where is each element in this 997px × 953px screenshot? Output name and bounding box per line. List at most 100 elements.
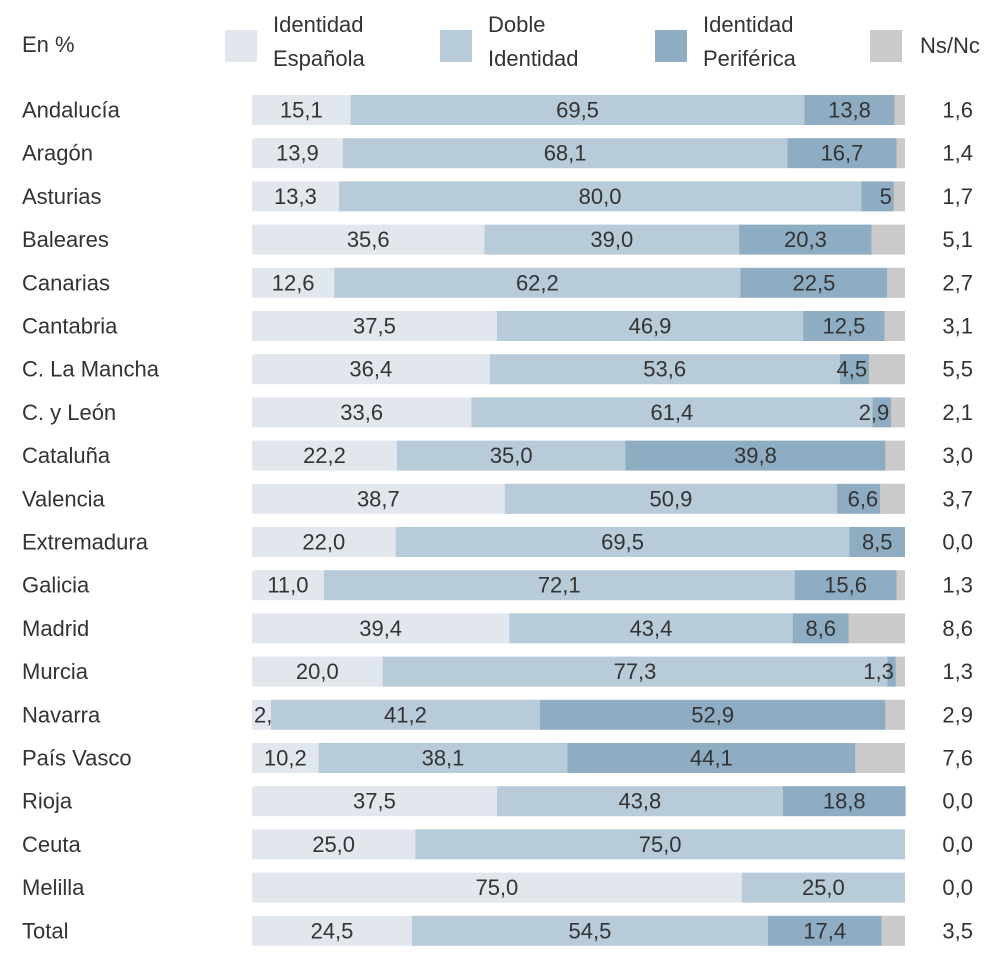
data-label-identidad-periferica-cantabria: 12,5 bbox=[823, 314, 866, 339]
data-label-ns-nc-extremadura: 0,0 bbox=[942, 530, 973, 555]
bar-identidad-espanola-melilla bbox=[252, 872, 742, 903]
bar-identidad-periferica-total bbox=[767, 915, 882, 946]
data-label-identidad-periferica-c-la-mancha: 4,5 bbox=[836, 357, 867, 382]
bar-identidad-espanola-valencia bbox=[252, 483, 505, 514]
bar-ns-nc-baleares bbox=[871, 224, 905, 255]
bar-doble-identidad-canarias bbox=[334, 267, 741, 298]
data-label-doble-identidad-asturias: 80,0 bbox=[579, 184, 622, 209]
data-label-ns-nc-canarias: 2,7 bbox=[942, 270, 973, 295]
bar-identidad-espanola-total bbox=[252, 915, 412, 946]
data-label-identidad-espanola-canarias: 12,6 bbox=[272, 270, 315, 295]
bar-identidad-periferica-c-la-mancha bbox=[839, 354, 870, 385]
data-label-identidad-periferica-cataluna: 39,8 bbox=[734, 443, 777, 468]
category-label-c-la-mancha: C. La Mancha bbox=[22, 357, 160, 382]
bar-identidad-espanola-galicia bbox=[252, 570, 324, 601]
bar-identidad-periferica-pais-vasco bbox=[567, 743, 856, 773]
data-label-ns-nc-murcia: 1,3 bbox=[942, 659, 973, 684]
data-label-doble-identidad-melilla: 25,0 bbox=[802, 875, 845, 900]
category-label-melilla: Melilla bbox=[22, 875, 85, 900]
category-label-aragon: Aragón bbox=[22, 141, 93, 166]
bar-identidad-periferica-andalucia bbox=[804, 95, 895, 125]
bar-doble-identidad-valencia bbox=[504, 483, 838, 514]
data-label-identidad-espanola-cataluna: 22,2 bbox=[303, 443, 346, 468]
bar-identidad-periferica-cataluna bbox=[625, 440, 886, 471]
legend-label-line1: Identidad bbox=[703, 12, 794, 37]
data-label-ns-nc-rioja: 0,0 bbox=[942, 789, 973, 814]
data-label-identidad-espanola-cantabria: 37,5 bbox=[353, 314, 396, 339]
data-label-ns-nc-cantabria: 3,1 bbox=[942, 314, 973, 339]
data-label-ns-nc-baleares: 5,1 bbox=[942, 227, 973, 252]
bar-doble-identidad-galicia bbox=[323, 570, 795, 601]
data-label-identidad-periferica-baleares: 20,3 bbox=[784, 227, 827, 252]
category-label-valencia: Valencia bbox=[22, 486, 106, 511]
data-label-doble-identidad-rioja: 43,8 bbox=[618, 789, 661, 814]
data-label-identidad-espanola-c-la-mancha: 36,4 bbox=[349, 357, 392, 382]
data-label-identidad-espanola-asturias: 13,3 bbox=[274, 184, 317, 209]
data-label-identidad-espanola-total: 24,5 bbox=[311, 918, 354, 943]
category-label-rioja: Rioja bbox=[22, 789, 73, 814]
legend-label-identidad-espanola: Identidad Española bbox=[273, 8, 365, 76]
data-label-doble-identidad-madrid: 43,4 bbox=[630, 616, 673, 641]
bar-identidad-espanola-c-la-mancha bbox=[252, 354, 490, 385]
bar-ns-nc-canarias bbox=[887, 267, 905, 298]
bar-doble-identidad-asturias bbox=[338, 181, 862, 212]
bar-identidad-periferica-c-y-leon bbox=[872, 397, 892, 428]
category-label-galicia: Galicia bbox=[22, 573, 90, 598]
data-label-ns-nc-c-y-leon: 2,1 bbox=[942, 400, 973, 425]
bar-identidad-periferica-navarra bbox=[539, 699, 886, 730]
data-label-doble-identidad-ceuta: 75,0 bbox=[639, 832, 682, 857]
bar-identidad-espanola-cantabria bbox=[252, 311, 497, 341]
bar-identidad-espanola-canarias bbox=[252, 267, 335, 298]
bar-doble-identidad-total bbox=[411, 915, 768, 946]
bar-doble-identidad-c-y-leon bbox=[471, 397, 873, 428]
data-label-identidad-periferica-aragon: 16,7 bbox=[821, 141, 864, 166]
data-label-identidad-periferica-rioja: 18,8 bbox=[823, 789, 866, 814]
bar-ns-nc-c-la-mancha bbox=[869, 354, 905, 385]
data-label-identidad-espanola-extremadura: 22,0 bbox=[302, 530, 345, 555]
bar-doble-identidad-ceuta bbox=[415, 829, 905, 860]
data-label-identidad-periferica-madrid: 8,6 bbox=[805, 616, 836, 641]
data-label-identidad-periferica-c-y-leon: 2,9 bbox=[859, 400, 890, 425]
bar-identidad-periferica-aragon bbox=[787, 138, 897, 169]
data-label-identidad-espanola-baleares: 35,6 bbox=[347, 227, 390, 252]
data-label-doble-identidad-c-y-leon: 61,4 bbox=[650, 400, 693, 425]
category-label-extremadura: Extremadura bbox=[22, 530, 149, 555]
data-label-identidad-espanola-andalucia: 15,1 bbox=[280, 98, 323, 123]
bar-identidad-espanola-rioja bbox=[252, 786, 497, 817]
data-label-ns-nc-aragon: 1,4 bbox=[942, 141, 973, 166]
data-label-doble-identidad-c-la-mancha: 53,6 bbox=[643, 357, 686, 382]
bar-doble-identidad-andalucia bbox=[350, 95, 805, 125]
legend-swatch-identidad-periferica bbox=[655, 30, 687, 62]
data-label-ns-nc-c-la-mancha: 5,5 bbox=[942, 357, 973, 382]
category-label-baleares: Baleares bbox=[22, 227, 109, 252]
category-label-cantabria: Cantabria bbox=[22, 314, 118, 339]
data-label-identidad-periferica-extremadura: 8,5 bbox=[862, 530, 893, 555]
data-label-identidad-periferica-valencia: 6,6 bbox=[848, 486, 879, 511]
bar-identidad-periferica-murcia bbox=[887, 656, 896, 687]
data-label-doble-identidad-canarias: 62,2 bbox=[516, 270, 559, 295]
bar-doble-identidad-pais-vasco bbox=[318, 743, 568, 773]
bar-ns-nc-pais-vasco bbox=[855, 743, 905, 773]
category-label-cataluna: Cataluña bbox=[22, 443, 111, 468]
bar-ns-nc-cataluna bbox=[885, 440, 905, 471]
data-label-identidad-espanola-valencia: 38,7 bbox=[357, 486, 400, 511]
data-label-doble-identidad-cataluna: 35,0 bbox=[490, 443, 533, 468]
data-label-identidad-espanola-melilla: 75,0 bbox=[475, 875, 518, 900]
legend-swatch-doble-identidad bbox=[440, 30, 472, 62]
data-label-ns-nc-madrid: 8,6 bbox=[942, 616, 973, 641]
bar-identidad-periferica-canarias bbox=[740, 267, 888, 298]
data-label-identidad-espanola-pais-vasco: 10,2 bbox=[264, 746, 307, 771]
data-label-doble-identidad-navarra: 41,2 bbox=[384, 702, 427, 727]
category-label-total: Total bbox=[22, 918, 68, 943]
data-label-ns-nc-pais-vasco: 7,6 bbox=[942, 746, 973, 771]
data-label-doble-identidad-murcia: 77,3 bbox=[614, 659, 657, 684]
legend-swatch-ns-nc bbox=[870, 30, 902, 62]
bar-ns-nc-asturias bbox=[893, 181, 905, 212]
unit-label: En % bbox=[22, 32, 75, 57]
data-label-identidad-periferica-asturias: 5 bbox=[880, 184, 892, 209]
bar-identidad-periferica-madrid bbox=[792, 613, 849, 644]
bar-doble-identidad-navarra bbox=[270, 699, 540, 730]
data-label-identidad-espanola-rioja: 37,5 bbox=[353, 789, 396, 814]
bar-doble-identidad-baleares bbox=[484, 224, 740, 255]
